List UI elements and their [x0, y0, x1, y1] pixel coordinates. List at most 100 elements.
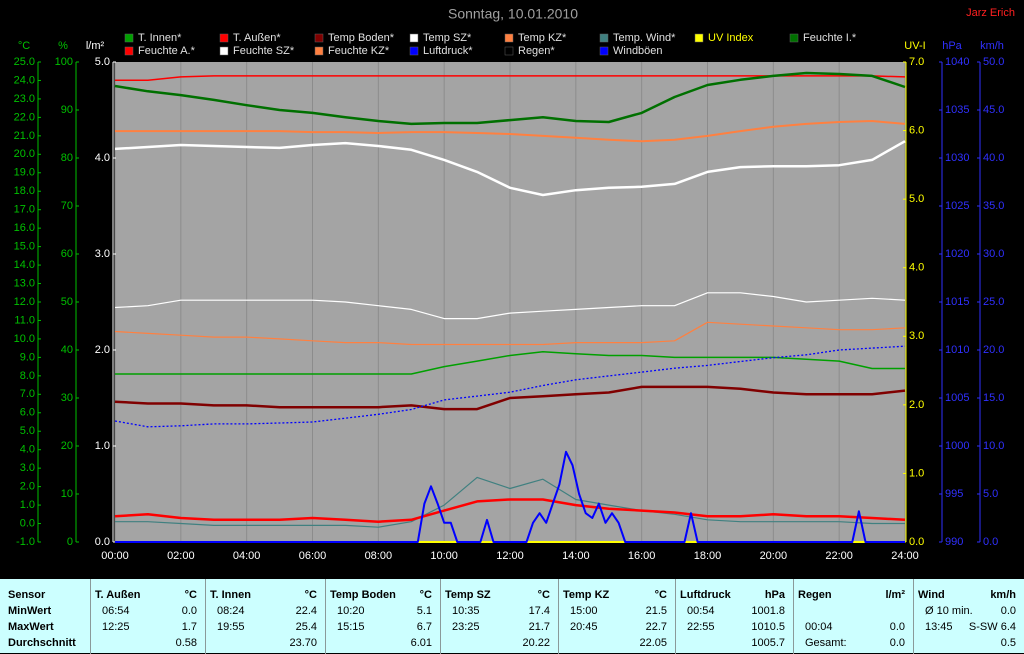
y-tick-label: 18.0 [14, 185, 35, 197]
y-tick-label: 17.0 [14, 204, 35, 216]
y-tick-label: 1040 [945, 56, 969, 68]
y-tick-label: 10 [61, 488, 73, 500]
y-tick-label: 10.0 [983, 440, 1004, 452]
cell-value: 5.1 [416, 605, 432, 617]
chart: Sonntag, 10.01.2010 Jarz Erich 00:00 02:0… [14, 6, 1015, 562]
x-tick-label: 22:00 [825, 550, 853, 562]
y-tick-label: 0.0 [909, 536, 924, 548]
legend-swatch [504, 46, 514, 56]
y-tick-label: 40.0 [983, 152, 1004, 164]
y-tick-label: 90 [61, 104, 73, 116]
series-line [114, 140, 906, 197]
y-tick-label: 25.0 [14, 56, 35, 68]
y-tick-label: 20 [61, 440, 73, 452]
column-separator [325, 579, 326, 654]
series-line [115, 450, 905, 543]
y-tick-label: 0.0 [983, 536, 998, 548]
column-header: Temp KZ [563, 589, 610, 601]
cell-value: 0.0 [1000, 605, 1016, 617]
y-tick-label: 2.0 [909, 399, 924, 411]
column-separator [558, 579, 559, 654]
legend-swatch [219, 33, 229, 43]
y-tick-label: 13.0 [14, 277, 35, 289]
y-tick-label: 3.0 [20, 462, 35, 474]
cell-value: 20.22 [522, 637, 550, 649]
column-separator [793, 579, 794, 654]
column-unit: °C [537, 589, 550, 601]
y-tick-label: 1015 [945, 296, 969, 308]
column-header: T. Innen [210, 589, 251, 601]
y-tick-label: 1.0 [20, 499, 35, 511]
x-tick-label: 24:00 [891, 550, 919, 562]
legend-label: Windböen [613, 45, 663, 57]
y-tick-label: 20.0 [14, 148, 35, 160]
cell-value: 0.58 [175, 637, 197, 649]
cell-label: 23:25 [452, 621, 480, 633]
row-label: Durchschnitt [8, 637, 76, 649]
legend-swatch [599, 33, 609, 43]
y-tick-label: 100 [55, 56, 73, 68]
stats-table: Sensor MinWert MaxWert Durchschnitt T. Außen… [0, 578, 1024, 654]
y-tick-label: 4.0 [909, 262, 924, 274]
cell-value: 0.0 [889, 637, 905, 649]
y-tick-label: 23.0 [14, 93, 35, 105]
y-tick-label: 80 [61, 152, 73, 164]
y-tick-label: 1020 [945, 248, 969, 260]
legend-swatch [409, 33, 419, 43]
cell-value: 0.0 [181, 605, 197, 617]
axis-label: °C [18, 40, 30, 52]
column-header: Luftdruck [680, 589, 731, 601]
axis-label: hPa [942, 40, 962, 52]
y-tick-label: 12.0 [14, 296, 35, 308]
x-tick-label: 16:00 [628, 550, 656, 562]
cell-value: 1010.5 [751, 621, 785, 633]
y-tick-label: 995 [945, 488, 963, 500]
legend-label: Temp KZ* [518, 32, 567, 44]
y-tick-label: 7.0 [909, 56, 924, 68]
cell-label: 00:04 [805, 621, 833, 633]
author: Jarz Erich [966, 7, 1015, 19]
legend-label: Luftdruck* [423, 45, 473, 57]
x-tick-label: 10:00 [430, 550, 458, 562]
cell-value: 6.01 [410, 637, 432, 649]
cell-label: Gesamt: [805, 637, 847, 649]
y-tick-label: 1010 [945, 344, 969, 356]
y-tick-label: 2.0 [20, 481, 35, 493]
cell-value: 0.0 [889, 621, 905, 633]
x-tick-label: 02:00 [167, 550, 195, 562]
cell-value: 1005.7 [751, 637, 785, 649]
legend-label: T. Außen* [233, 32, 281, 44]
column-unit: °C [304, 589, 317, 601]
cell-label: 20:45 [570, 621, 598, 633]
legend-label: Temp SZ* [423, 32, 472, 44]
y-tick-label: 14.0 [14, 259, 35, 271]
cell-label: 08:24 [217, 605, 245, 617]
cell-label: Ø 10 min. [925, 605, 973, 617]
y-tick-label: 5.0 [20, 425, 35, 437]
y-tick-label: 9.0 [20, 351, 35, 363]
y-tick-label: 8.0 [20, 370, 35, 382]
column-header: Temp SZ [445, 589, 491, 601]
y-tick-label: 50.0 [983, 56, 1004, 68]
cell-value: 21.7 [528, 621, 550, 633]
x-tick-label: 20:00 [760, 550, 788, 562]
y-tick-label: 1.0 [909, 467, 924, 479]
column-separator [913, 579, 914, 654]
y-tick-label: 1030 [945, 152, 969, 164]
x-tick-label: 14:00 [562, 550, 590, 562]
cell-label: 12:25 [102, 621, 130, 633]
y-tick-label: 990 [945, 536, 963, 548]
x-tick-label: 06:00 [299, 550, 327, 562]
column-header: Regen [798, 589, 832, 601]
series-line [114, 385, 906, 411]
cell-value: 22.7 [645, 621, 667, 633]
y-tick-label: 2.0 [95, 344, 110, 356]
cell-value: S-SW 6.4 [968, 621, 1016, 633]
legend-label: Regen* [518, 45, 555, 57]
column-separator [440, 579, 441, 654]
x-tick-label: 12:00 [496, 550, 524, 562]
y-tick-label: 1005 [945, 392, 969, 404]
legend-label: Temp. Wind* [613, 32, 676, 44]
y-tick-label: 0 [67, 536, 73, 548]
legend-label: Temp Boden* [328, 32, 395, 44]
